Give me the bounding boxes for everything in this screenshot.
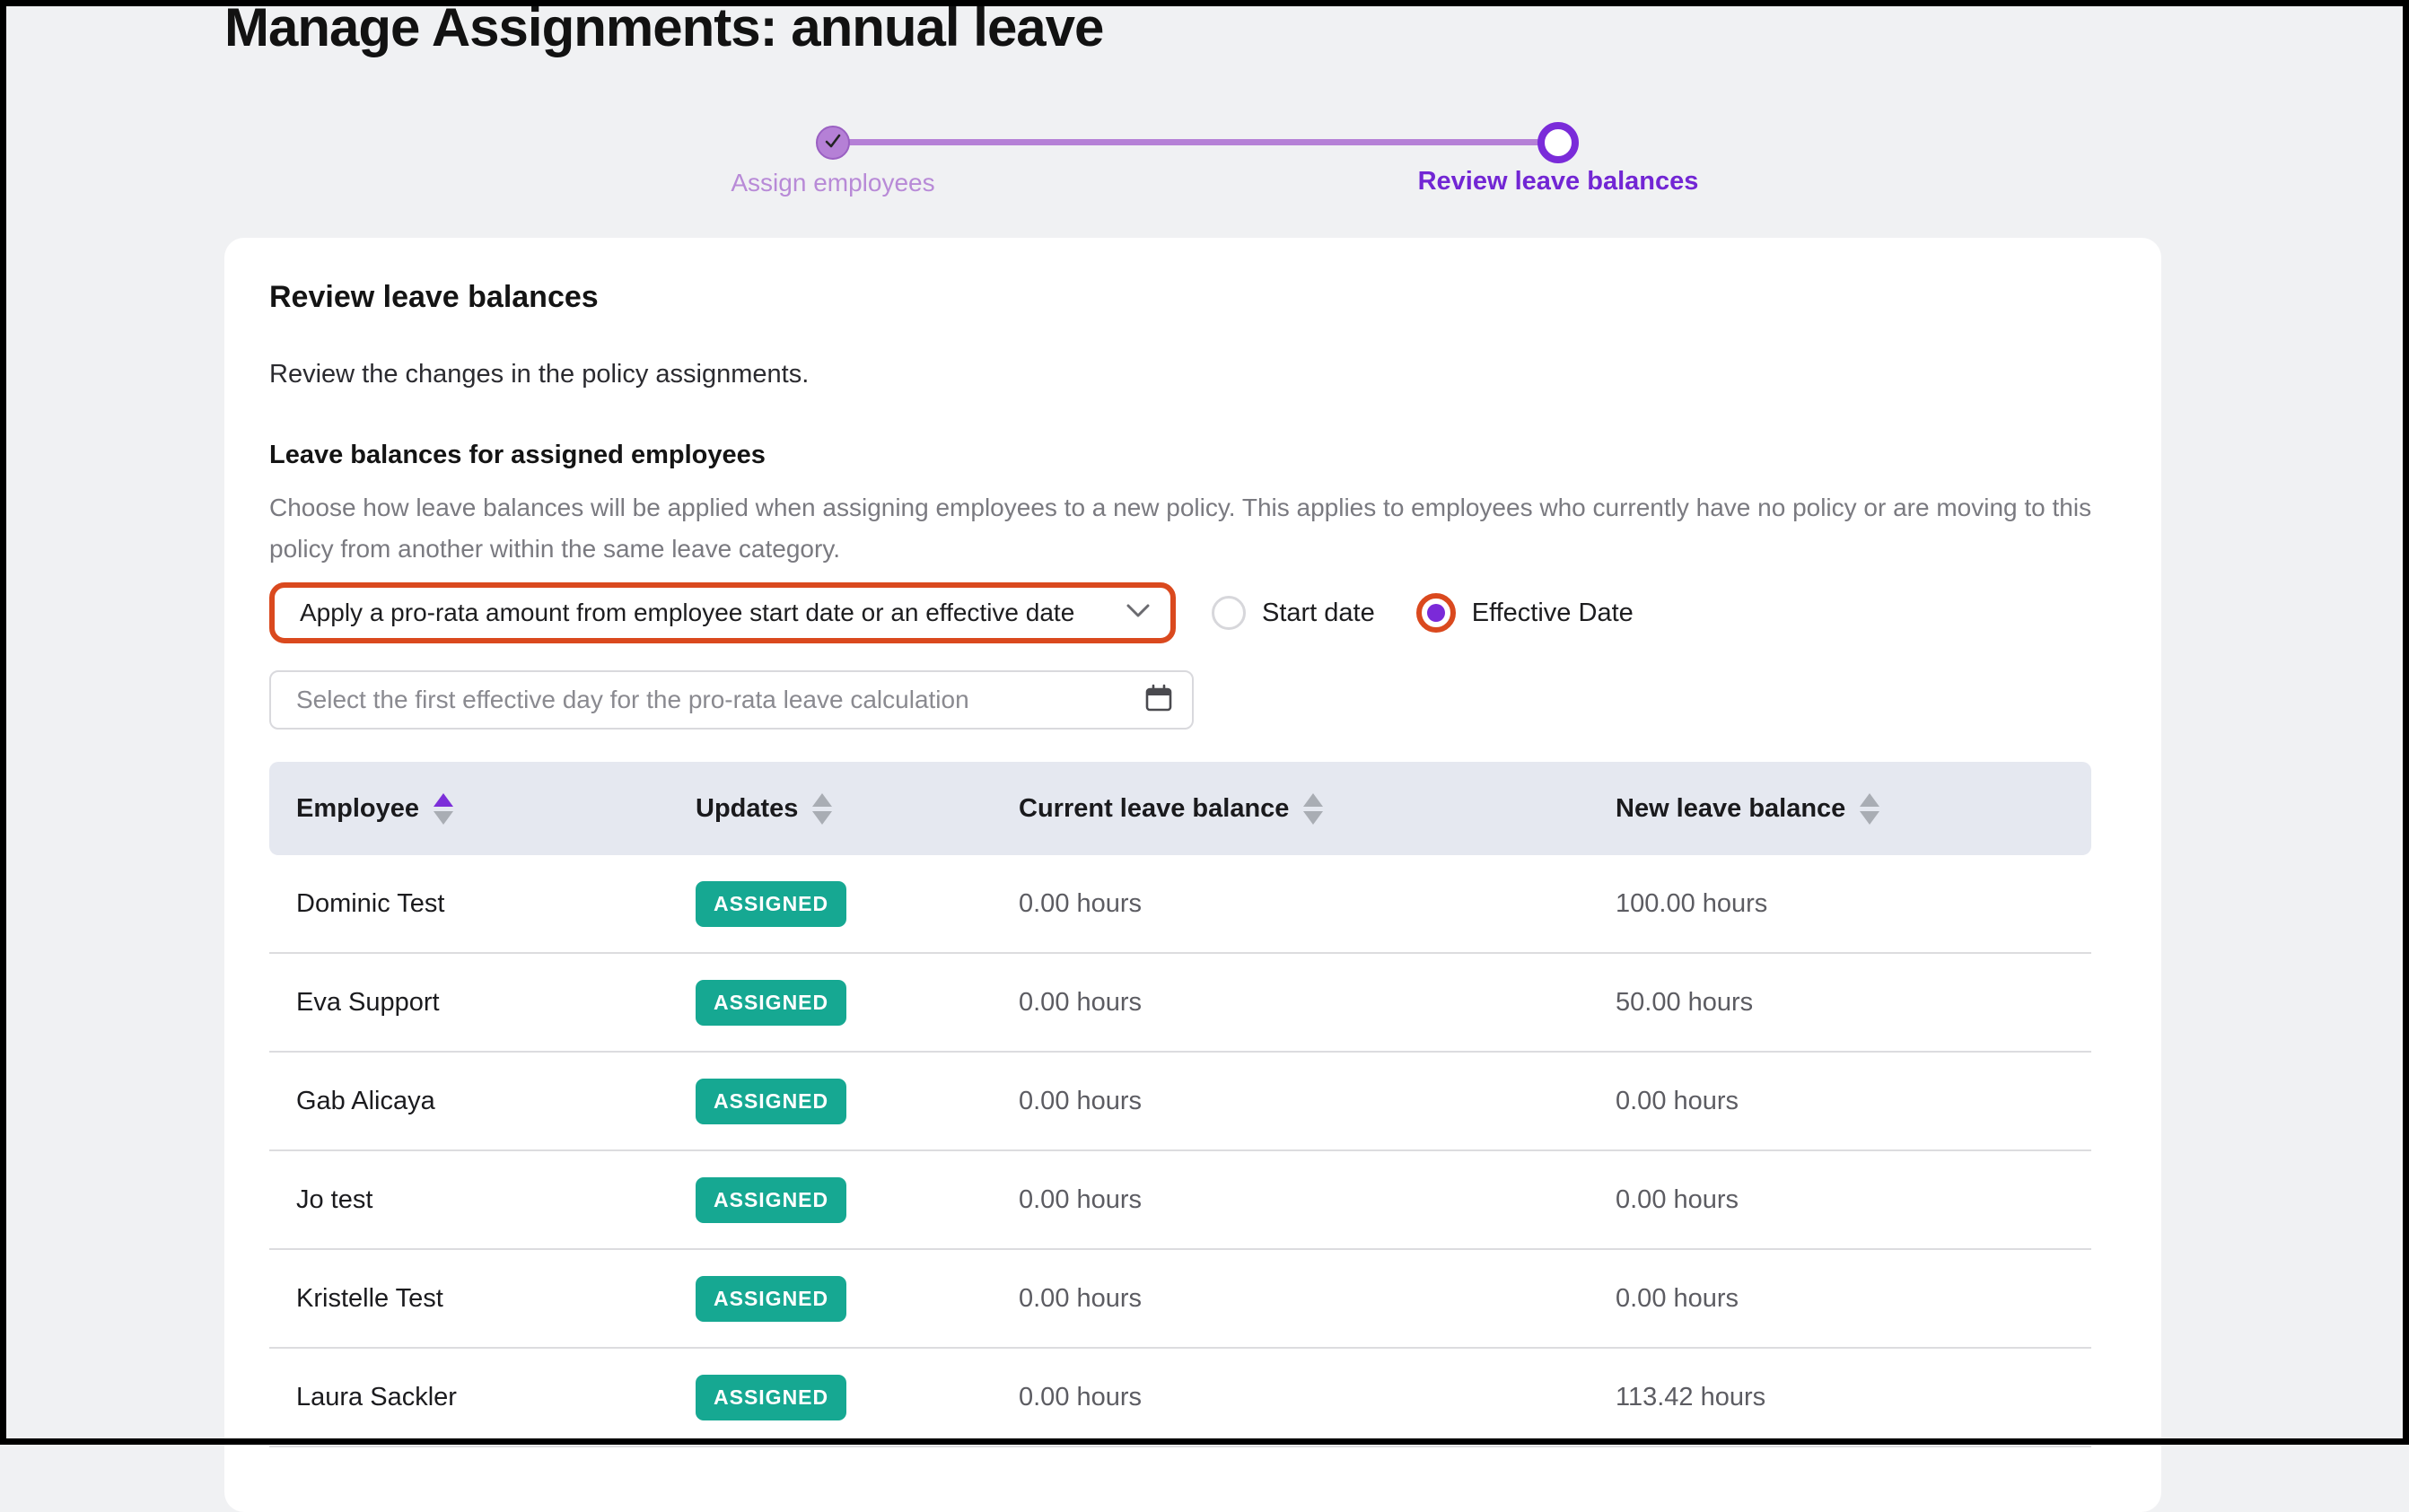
- chevron-down-icon: [1126, 603, 1151, 624]
- table-header-row: Employee Updates Current leave balance N…: [269, 762, 2091, 855]
- current-leave-balance: 0.00 hours: [1019, 888, 1143, 918]
- stepper-connector: [842, 139, 1551, 145]
- calendar-icon[interactable]: [1143, 683, 1174, 718]
- employee-name: Eva Support: [296, 987, 440, 1017]
- step-label-review-leave-balances: Review leave balances: [1417, 167, 1699, 196]
- pro-rata-method-select[interactable]: Apply a pro-rata amount from employee st…: [269, 582, 1176, 643]
- review-leave-balances-panel: Review leave balances Review the changes…: [224, 238, 2161, 1512]
- date-basis-radio-group: Start date Effective Date: [1212, 593, 1634, 633]
- status-badge: ASSIGNED: [696, 1176, 847, 1223]
- table-row: Jo test ASSIGNED 0.00 hours 0.00 hours: [269, 1151, 2091, 1250]
- leave-balances-table: Employee Updates Current leave balance N…: [269, 762, 2091, 1447]
- sort-icon[interactable]: [812, 792, 833, 825]
- column-header-label: Updates: [696, 793, 799, 823]
- column-header-label: Employee: [296, 793, 419, 823]
- status-badge: ASSIGNED: [696, 880, 847, 927]
- radio-start-date[interactable]: [1212, 596, 1246, 630]
- page-title: Manage Assignments: annual leave: [224, 0, 1104, 57]
- column-header-current-leave-balance[interactable]: Current leave balance: [1019, 792, 1616, 825]
- employee-name: Laura Sackler: [296, 1382, 457, 1411]
- current-leave-balance: 0.00 hours: [1019, 1283, 1143, 1313]
- current-leave-balance: 0.00 hours: [1019, 987, 1143, 1017]
- current-leave-balance: 0.00 hours: [1019, 1184, 1143, 1214]
- sort-icon[interactable]: [1303, 792, 1324, 825]
- balance-controls-row: Apply a pro-rata amount from employee st…: [269, 582, 2161, 643]
- employee-name: Kristelle Test: [296, 1283, 443, 1313]
- step-assign-employees[interactable]: [816, 126, 850, 160]
- employee-name: Gab Alicaya: [296, 1086, 435, 1115]
- sort-icon[interactable]: [434, 792, 453, 825]
- check-icon: [823, 131, 843, 155]
- table-row: Dominic Test ASSIGNED 0.00 hours 100.00 …: [269, 855, 2091, 954]
- step-review-leave-balances[interactable]: [1537, 122, 1579, 163]
- status-badge: ASSIGNED: [696, 1078, 847, 1124]
- effective-date-field[interactable]: [269, 670, 1194, 730]
- effective-date-input[interactable]: [278, 686, 1104, 714]
- current-leave-balance: 0.00 hours: [1019, 1382, 1143, 1411]
- employee-name: Dominic Test: [296, 888, 445, 918]
- status-badge: ASSIGNED: [696, 1275, 847, 1322]
- section-description: Choose how leave balances will be applie…: [269, 494, 2092, 563]
- new-leave-balance: 50.00 hours: [1616, 987, 1754, 1017]
- column-header-label: Current leave balance: [1019, 793, 1290, 823]
- current-leave-balance: 0.00 hours: [1019, 1086, 1143, 1115]
- sort-icon[interactable]: [1860, 792, 1880, 825]
- pro-rata-method-select-value: Apply a pro-rata amount from employee st…: [300, 599, 1075, 626]
- radio-effective-date[interactable]: [1415, 593, 1456, 633]
- step-label-assign-employees: Assign employees: [731, 169, 935, 197]
- new-leave-balance: 113.42 hours: [1616, 1382, 1766, 1411]
- column-header-updates[interactable]: Updates: [696, 792, 1019, 825]
- table-row: Gab Alicaya ASSIGNED 0.00 hours 0.00 hou…: [269, 1053, 2091, 1151]
- column-header-label: New leave balance: [1616, 793, 1846, 823]
- radio-selected-dot: [1426, 604, 1445, 622]
- table-row: Laura Sackler ASSIGNED 0.00 hours 113.42…: [269, 1349, 2091, 1447]
- panel-heading: Review leave balances: [269, 280, 599, 314]
- table-row: Kristelle Test ASSIGNED 0.00 hours 0.00 …: [269, 1250, 2091, 1349]
- status-badge: ASSIGNED: [696, 1374, 847, 1420]
- status-badge: ASSIGNED: [696, 979, 847, 1026]
- new-leave-balance: 0.00 hours: [1616, 1086, 1739, 1115]
- new-leave-balance: 0.00 hours: [1616, 1283, 1739, 1313]
- column-header-employee[interactable]: Employee: [296, 792, 696, 825]
- new-leave-balance: 0.00 hours: [1616, 1184, 1739, 1214]
- table-row: Eva Support ASSIGNED 0.00 hours 50.00 ho…: [269, 954, 2091, 1053]
- column-header-new-leave-balance[interactable]: New leave balance: [1616, 792, 2091, 825]
- section-title: Leave balances for assigned employees: [269, 441, 766, 469]
- panel-intro: Review the changes in the policy assignm…: [269, 360, 810, 389]
- new-leave-balance: 100.00 hours: [1616, 888, 1768, 918]
- radio-start-date-label[interactable]: Start date: [1262, 598, 1375, 627]
- employee-name: Jo test: [296, 1184, 373, 1214]
- radio-effective-date-label[interactable]: Effective Date: [1471, 598, 1634, 627]
